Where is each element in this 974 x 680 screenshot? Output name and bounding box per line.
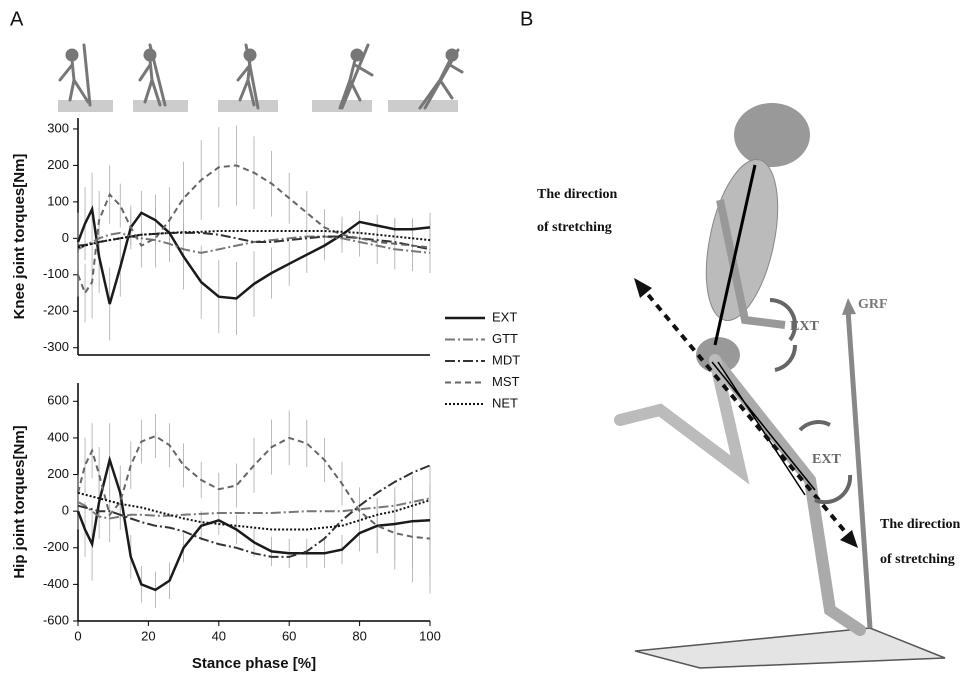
y-tick-label: 600: [47, 393, 69, 408]
legend-label: EXT: [492, 309, 517, 324]
legend-label: MDT: [492, 352, 520, 367]
thumbnails: [58, 45, 462, 112]
x-tick-label: 60: [282, 628, 296, 643]
y-axis-title: Hip joint torques[Nm]: [11, 425, 28, 578]
x-tick-label: 40: [212, 628, 226, 643]
y-tick-label: -200: [43, 539, 69, 554]
x-tick-label: 0: [74, 628, 81, 643]
y-tick-label: -400: [43, 576, 69, 591]
figure: A B The direction of stretching GRF EXT …: [0, 0, 974, 680]
y-axis-title: Knee joint torques[Nm]: [11, 154, 28, 320]
x-tick-label: 20: [141, 628, 155, 643]
y-tick-label: 400: [47, 429, 69, 444]
x-tick-label: 100: [419, 628, 441, 643]
annotation: EXT: [812, 452, 841, 467]
annotation: The direction: [537, 187, 617, 202]
annotation: EXT: [790, 319, 819, 334]
x-axis-title: Stance phase [%]: [192, 655, 316, 672]
annotation: of stretching: [880, 552, 955, 567]
y-tick-label: -600: [43, 612, 69, 627]
y-tick-label: -300: [43, 339, 69, 354]
annotation: The direction: [880, 517, 960, 532]
panel-label: B: [520, 8, 533, 30]
y-tick-label: -100: [43, 266, 69, 281]
annotation: of stretching: [537, 220, 612, 235]
legend-label: NET: [492, 395, 518, 410]
y-tick-label: 200: [47, 466, 69, 481]
y-tick-label: 300: [47, 120, 69, 135]
legend-label: GTT: [492, 331, 518, 346]
y-tick-label: 200: [47, 157, 69, 172]
legend-label: MST: [492, 374, 520, 389]
y-tick-label: -200: [43, 303, 69, 318]
panel-label: A: [10, 8, 24, 30]
x-tick-label: 80: [352, 628, 366, 643]
y-tick-label: 0: [62, 230, 69, 245]
skeleton: [620, 103, 945, 668]
annotation: GRF: [858, 297, 888, 312]
y-tick-label: 0: [62, 503, 69, 518]
y-tick-label: 100: [47, 193, 69, 208]
